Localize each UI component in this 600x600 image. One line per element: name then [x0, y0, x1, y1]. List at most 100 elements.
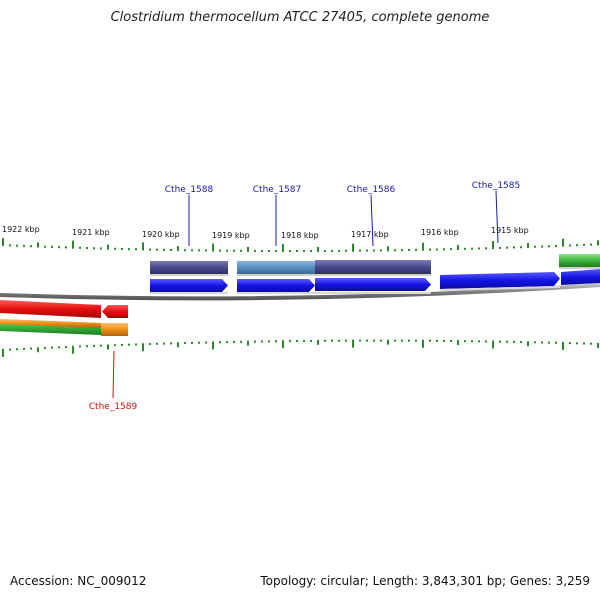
scale-tick [16, 348, 18, 351]
cds-arrow-cthe-1588[interactable] [150, 279, 228, 292]
scale-tick [429, 339, 431, 342]
scale-tick [254, 340, 256, 343]
scale-tick [534, 245, 536, 248]
scale-tick [16, 244, 18, 247]
scale-tick [23, 244, 25, 247]
scale-tick [163, 248, 165, 251]
scale-tick [415, 248, 417, 251]
cds-arrow-cthe-1586[interactable] [315, 278, 431, 291]
scale-tick [450, 340, 452, 342]
scale-tick [93, 247, 95, 250]
scale-tick [58, 346, 60, 349]
scale-tick [499, 246, 501, 249]
scale-tick [219, 249, 221, 252]
scale-tick [527, 243, 529, 249]
cds-arrow-right-edge[interactable] [561, 269, 600, 285]
rna-reverse-left-orange[interactable] [0, 319, 101, 328]
feature-shadow [150, 274, 228, 276]
scale-tick [198, 341, 200, 344]
scale-tick [289, 340, 291, 343]
scale-tick [562, 238, 564, 247]
scale-tick [548, 341, 550, 344]
feature-bar-cthe-1586[interactable] [315, 260, 431, 274]
scale-tick [583, 243, 585, 246]
scale-tick [275, 340, 277, 343]
scale-tick [464, 247, 466, 250]
scale-tick [296, 340, 298, 343]
gene-label-cthe-1589[interactable]: Cthe_1589 [89, 402, 138, 412]
scale-tick [247, 246, 249, 252]
kbp-label-1919: 1919 kbp [212, 231, 250, 240]
scale-tick [324, 339, 326, 342]
scale-tick [429, 248, 431, 251]
cds-arrow-cthe-1585[interactable] [440, 272, 560, 289]
scale-tick [394, 339, 396, 342]
scale-tick [93, 344, 95, 347]
scale-tick [219, 341, 221, 344]
scale-tick [107, 244, 109, 250]
scale-tick [86, 247, 88, 250]
scale-tick [205, 341, 207, 344]
gene-label-cthe-1586[interactable]: Cthe_1586 [347, 185, 396, 195]
feature-bar-cthe-1588[interactable] [150, 261, 228, 274]
scale-tick [436, 339, 438, 342]
scale-tick [23, 347, 25, 350]
scale-tick [114, 344, 116, 347]
scale-tick [142, 242, 144, 251]
scale-tick [576, 244, 578, 247]
scale-tick [485, 247, 487, 250]
scale-tick [408, 339, 410, 342]
gene-label-cthe-1587[interactable]: Cthe_1587 [253, 185, 301, 195]
scale-tick [51, 245, 53, 248]
scale-tick [352, 243, 354, 252]
scale-tick [240, 249, 242, 252]
scale-tick [590, 243, 592, 246]
scale-tick [401, 249, 403, 252]
scale-tick [177, 246, 179, 252]
gene-label-cthe-1585[interactable]: Cthe_1585 [472, 181, 520, 191]
scale-tick [135, 248, 137, 251]
cds-arrow-cthe-1587[interactable] [237, 279, 315, 292]
scale-tick [282, 243, 284, 252]
scale-tick [513, 246, 515, 249]
scale-tick [387, 339, 389, 345]
scale-tick [156, 342, 158, 345]
scale-tick [296, 249, 298, 252]
feature-bar-cthe-1587[interactable] [237, 261, 315, 274]
cds-arrow-cthe-1589[interactable] [102, 305, 128, 318]
scale-tick [177, 342, 179, 348]
scale-tick [590, 342, 592, 345]
scale-tick [478, 340, 480, 343]
scale-tick [226, 341, 228, 344]
scale-tick [240, 340, 242, 343]
scale-tick [373, 249, 375, 252]
scale-tick [422, 339, 424, 348]
scale-tick [303, 249, 305, 252]
cds-reverse-left[interactable] [0, 300, 101, 318]
cds-shadow [237, 292, 431, 294]
scale-tick [205, 249, 207, 252]
scale-tick [156, 248, 158, 251]
scale-tick [51, 346, 53, 349]
rna-feature-right[interactable] [559, 254, 600, 267]
scale-tick [268, 340, 270, 343]
scale-tick [408, 249, 410, 252]
scale-tick [443, 339, 445, 342]
scale-tick [282, 340, 284, 349]
gene-label-cthe-1588[interactable]: Cthe_1588 [165, 185, 214, 195]
scale-tick [492, 241, 494, 250]
rna-cthe-1589[interactable] [101, 323, 128, 336]
scale-tick [520, 341, 522, 344]
scale-tick [100, 247, 102, 250]
scale-tick [37, 242, 39, 248]
scale-tick [541, 245, 543, 248]
scale-tick [338, 249, 340, 252]
scale-tick [338, 339, 340, 342]
scale-tick [275, 249, 277, 252]
scale-tick [443, 248, 445, 251]
scale-tick [569, 244, 571, 247]
scale-tick [366, 339, 368, 342]
scale-tick [149, 343, 151, 346]
feature-shadow [237, 274, 431, 276]
